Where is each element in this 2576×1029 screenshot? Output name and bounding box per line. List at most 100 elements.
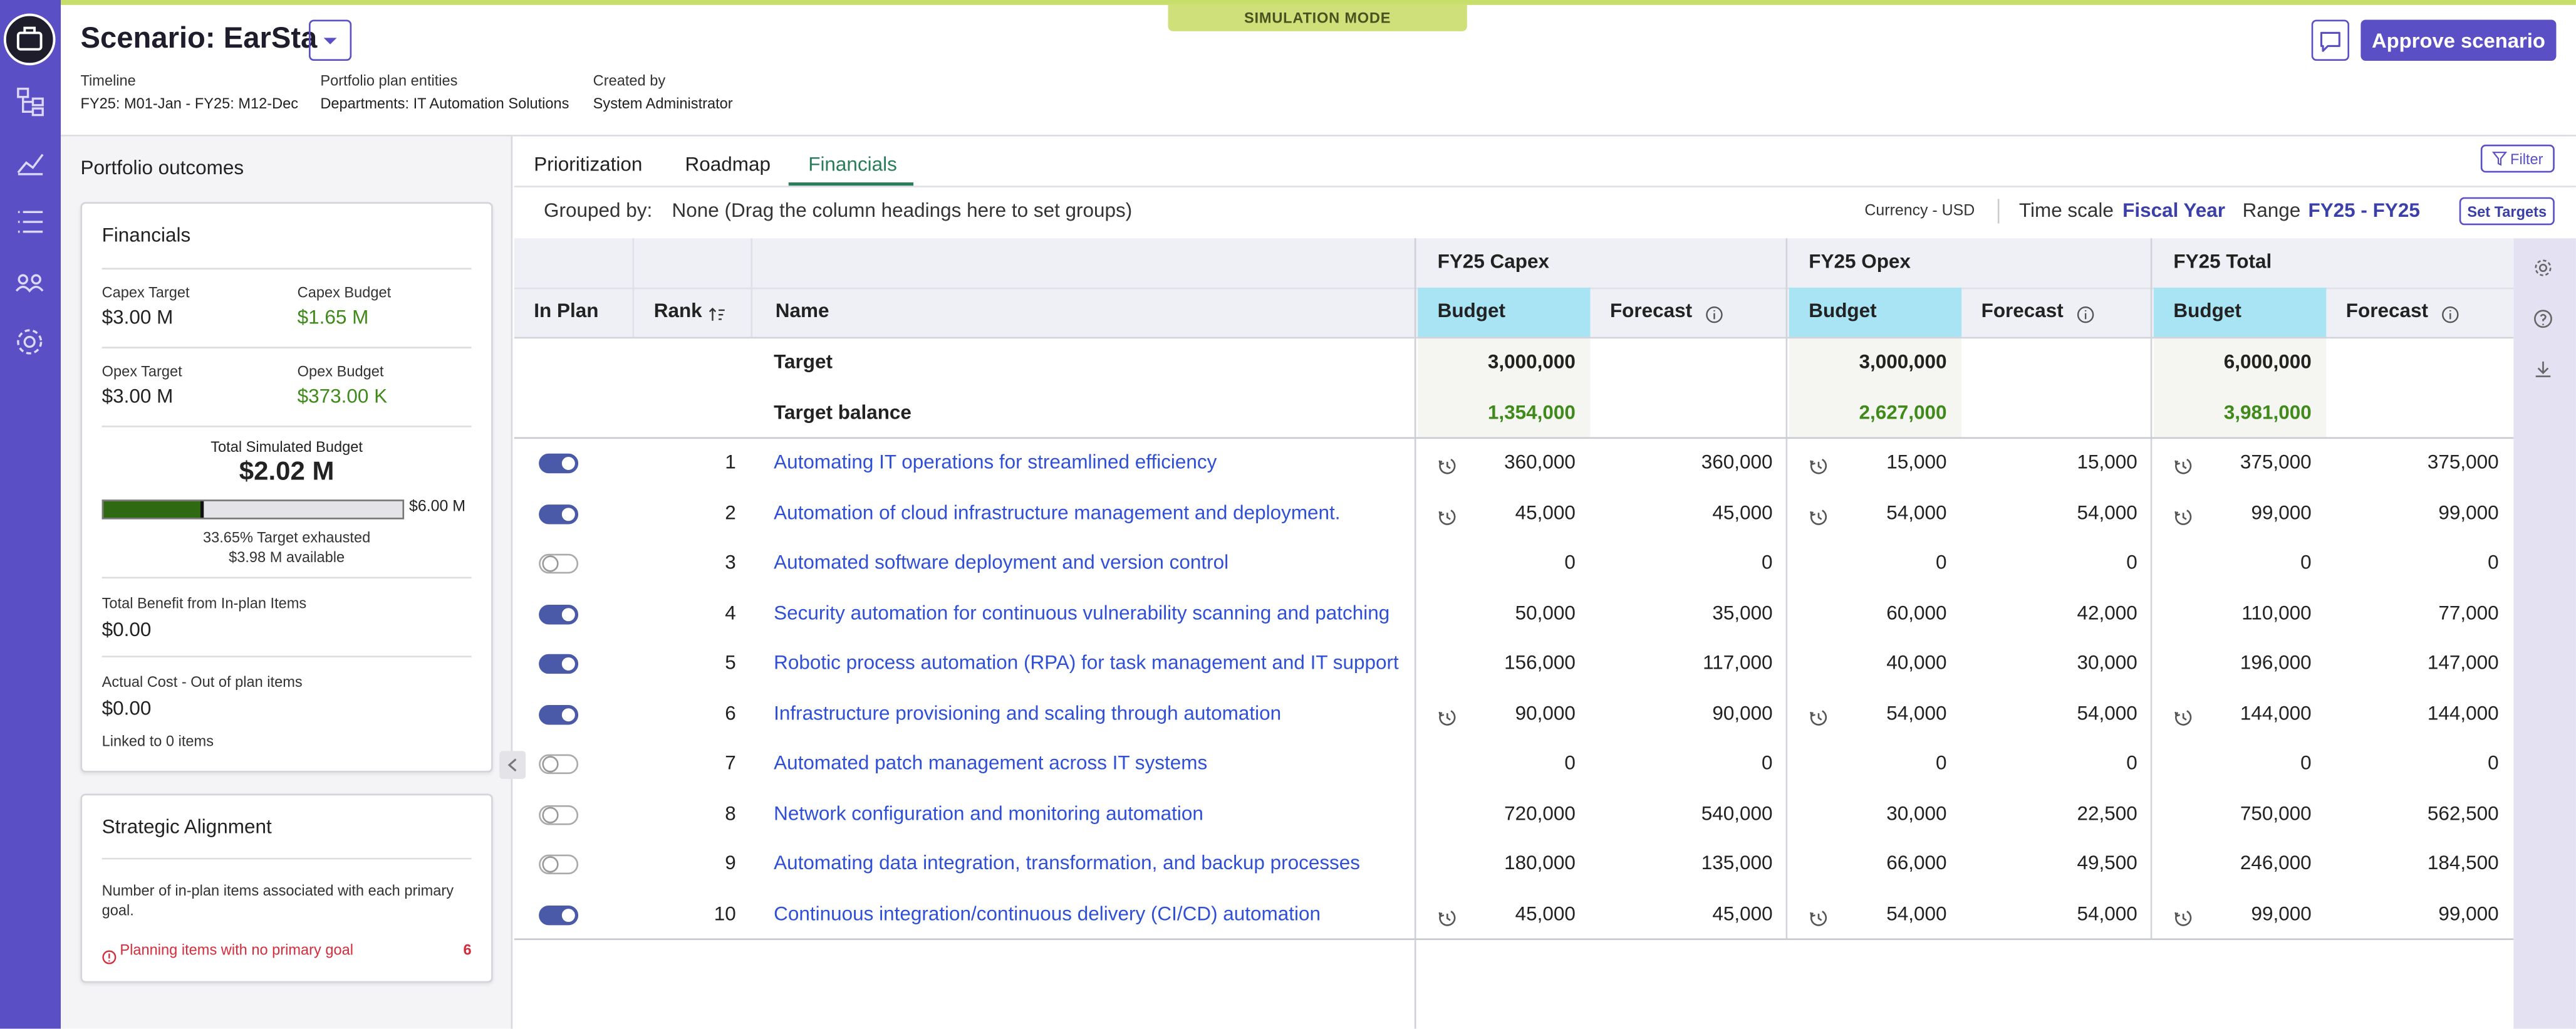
in-plan-toggle[interactable] — [539, 553, 579, 574]
cell-value: 0 — [1564, 550, 1576, 574]
cell-value: 720,000 — [1504, 801, 1576, 825]
cell-value: 135,000 — [1701, 851, 1773, 875]
range-value[interactable]: FY25 - FY25 — [2308, 199, 2420, 222]
time-scale-value[interactable]: Fiscal Year — [2122, 199, 2226, 222]
scenario-dropdown[interactable] — [309, 19, 352, 61]
scenario-title: Scenario: EarSta — [80, 21, 318, 55]
stat-value: $1.65 M — [297, 305, 369, 329]
cell-value: 45,000 — [1515, 500, 1576, 524]
item-name[interactable]: Automating data integration, transformat… — [774, 851, 1361, 875]
cell-value: 144,000 — [2240, 701, 2312, 724]
target-value: 3,000,000 — [1487, 350, 1576, 373]
currency: Currency - USD — [1864, 202, 1975, 221]
progress-track — [101, 499, 405, 520]
column-line — [1414, 238, 1416, 1029]
rank: 10 — [714, 901, 736, 925]
cell-value: 180,000 — [1504, 851, 1576, 875]
item-name[interactable]: Robotic process automation (RPA) for tas… — [774, 650, 1399, 674]
in-plan-toggle[interactable] — [539, 904, 579, 925]
cell-value: 0 — [2300, 550, 2312, 574]
item-name[interactable]: Security automation for continuous vulne… — [774, 600, 1390, 624]
rail-icon[interactable] — [2533, 256, 2553, 276]
stat-label: Capex Target — [101, 284, 190, 301]
benefit-value: $0.00 — [101, 618, 152, 641]
cell-value: 246,000 — [2240, 851, 2312, 875]
grouped-label: Grouped by: — [544, 199, 653, 222]
cell-value: 99,000 — [2438, 500, 2499, 524]
column-header: In Plan — [534, 299, 599, 322]
meta-value: Departments: IT Automation Solutions — [320, 95, 569, 112]
target-value: 3,000,000 — [1859, 350, 1947, 373]
in-plan-toggle[interactable] — [539, 603, 579, 624]
cell-value: 30,000 — [2077, 650, 2137, 674]
measure-header: Budget — [2173, 299, 2241, 322]
measure-header: Forecast — [1981, 299, 2064, 322]
column-line — [2150, 238, 2153, 939]
item-name[interactable]: Infrastructure provisioning and scaling … — [774, 701, 1282, 724]
mode-strip — [61, 0, 2576, 5]
stat-value: $3.00 M — [101, 384, 174, 408]
in-plan-toggle[interactable] — [539, 854, 579, 875]
item-name[interactable]: Continuous integration/continuous delive… — [774, 901, 1321, 925]
item-name[interactable]: Automation of cloud infrastructure manag… — [774, 500, 1341, 524]
financials-title: Financials — [101, 223, 191, 247]
grouped-value: None (Drag the column headings here to s… — [672, 199, 1133, 222]
tab[interactable]: Roadmap — [685, 152, 771, 176]
warning-icon — [102, 943, 117, 964]
collapse-button[interactable] — [499, 751, 526, 780]
toggle-knob — [560, 455, 577, 472]
group-header: FY25 Total — [2173, 249, 2272, 273]
item-name[interactable]: Automated patch management across IT sys… — [774, 751, 1208, 775]
column-line — [750, 238, 753, 337]
cell-value: 375,000 — [2427, 450, 2499, 474]
in-plan-toggle[interactable] — [539, 754, 579, 775]
cell-value: 15,000 — [1886, 450, 1947, 474]
cell-value: 54,000 — [2077, 901, 2137, 925]
tab[interactable]: Financials — [808, 152, 897, 176]
in-plan-toggle[interactable] — [539, 654, 579, 674]
progress-max: $6.00 M — [408, 498, 465, 516]
side-nav — [0, 0, 61, 1029]
tab-divider — [514, 185, 2576, 187]
cell-value: 60,000 — [1886, 600, 1947, 624]
in-plan-toggle[interactable] — [539, 704, 579, 724]
item-name[interactable]: Automated software deployment and versio… — [774, 550, 1229, 574]
toggle-knob — [560, 706, 577, 723]
stat-value: $373.00 K — [297, 384, 388, 408]
in-plan-toggle[interactable] — [539, 804, 579, 825]
card-divider — [101, 577, 472, 579]
rank: 8 — [725, 801, 736, 825]
card-divider — [101, 857, 472, 860]
cell-value: 156,000 — [1504, 650, 1576, 674]
range-label: Range — [2242, 199, 2301, 222]
history-icon — [1809, 905, 1828, 926]
meta-label: Created by — [593, 72, 666, 89]
item-name[interactable]: Network configuration and monitoring aut… — [774, 801, 1203, 825]
cell-value: 45,000 — [1712, 901, 1773, 925]
tab[interactable]: Prioritization — [534, 152, 643, 176]
approve-button[interactable]: Approve scenario — [2360, 19, 2557, 61]
item-name[interactable]: Automating IT operations for streamlined… — [774, 450, 1217, 474]
in-plan-toggle[interactable] — [539, 453, 579, 474]
rail-icon[interactable] — [2533, 307, 2553, 328]
total-label: Total Simulated Budget — [210, 439, 363, 456]
stat-label: Opex Budget — [297, 363, 384, 380]
toggle-knob — [560, 906, 577, 923]
set-targets-button[interactable]: Set Targets — [2459, 197, 2555, 226]
meta-value: FY25: M01-Jan - FY25: M12-Dec — [80, 95, 299, 112]
rail-icon[interactable] — [2533, 358, 2553, 378]
cost-label: Actual Cost - Out of plan items — [101, 674, 303, 691]
toolbar-sep — [1997, 199, 2000, 224]
history-icon — [1438, 454, 1457, 474]
warning-count: 6 — [463, 941, 472, 958]
filter-button[interactable]: Filter — [2480, 144, 2555, 173]
cell-value: 0 — [2126, 751, 2137, 775]
in-plan-toggle[interactable] — [539, 503, 579, 524]
cell-value: 0 — [1762, 550, 1773, 574]
cell-value: 99,000 — [2251, 901, 2312, 925]
right-rail — [2513, 238, 2576, 1029]
rank: 3 — [725, 550, 736, 574]
cost-value: $0.00 — [101, 696, 152, 720]
available-text: $3.98 M available — [229, 548, 345, 566]
comment-button[interactable] — [2311, 19, 2350, 61]
